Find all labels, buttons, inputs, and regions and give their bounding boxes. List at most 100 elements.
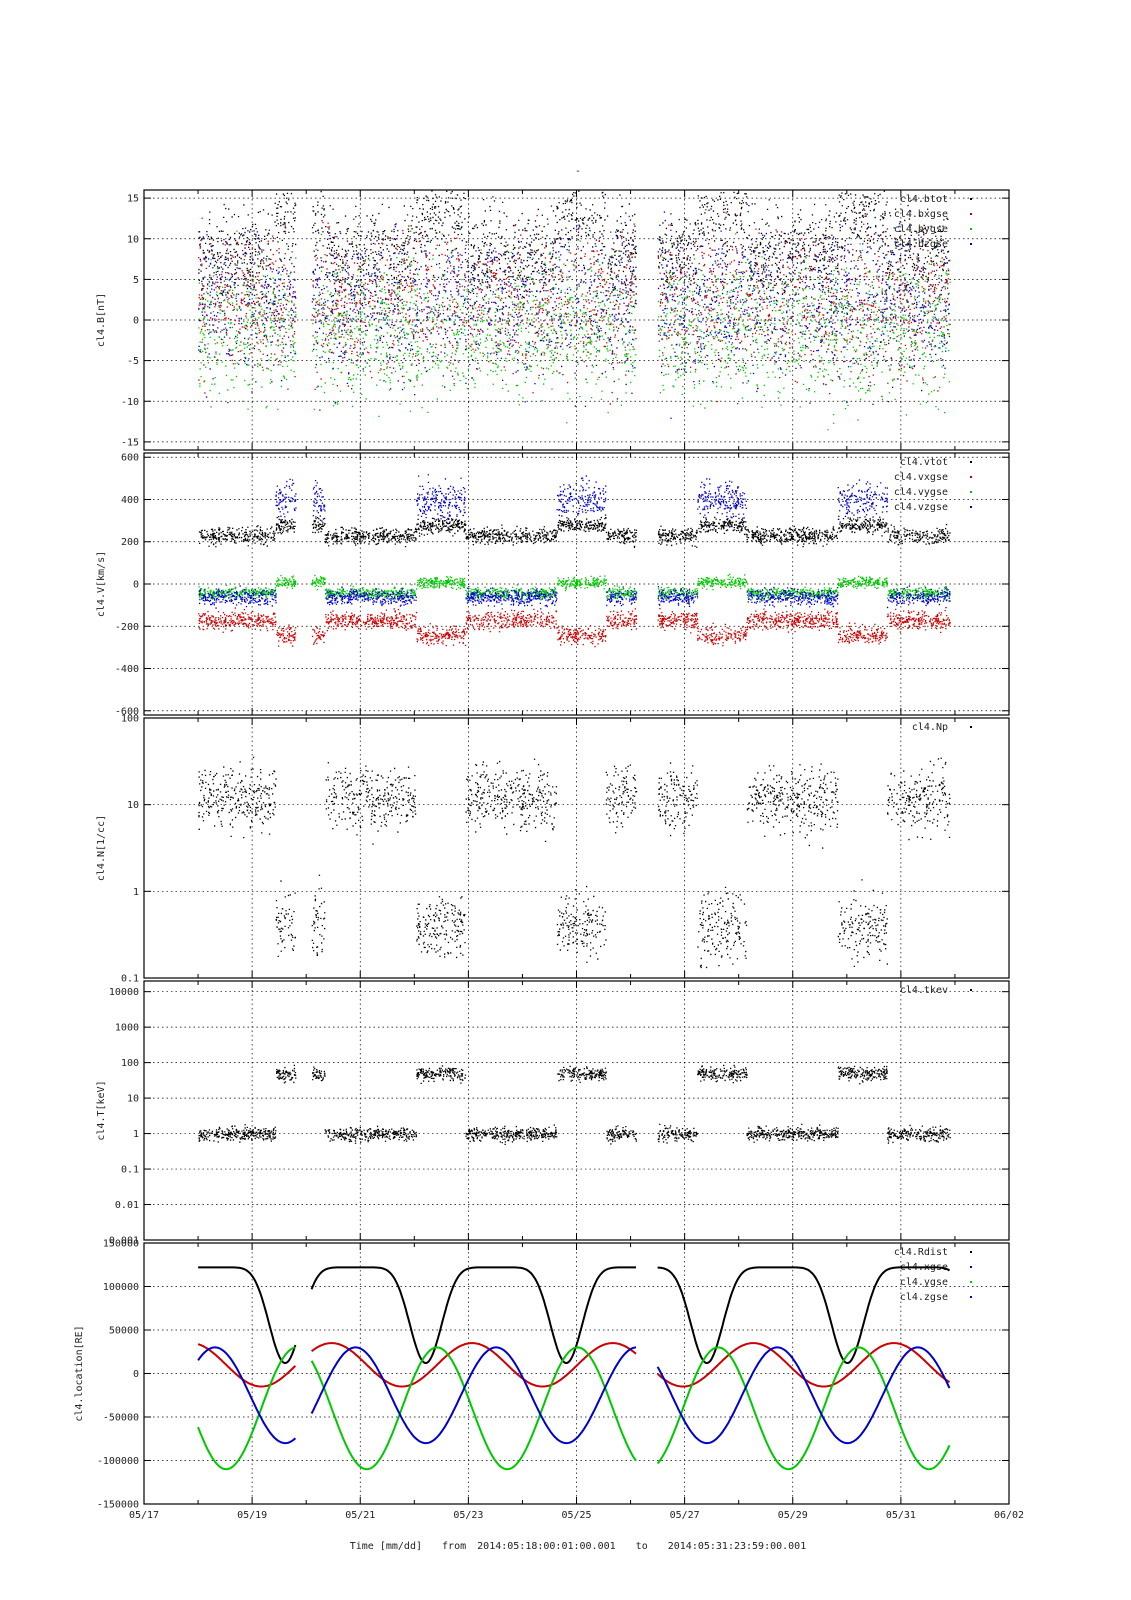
y-axis-label: cl4.N[1/cc] xyxy=(96,815,107,881)
y-tick-label: -10 xyxy=(121,397,139,408)
y-tick-label: 400 xyxy=(121,495,139,506)
y-tick-label: 1000 xyxy=(115,1023,139,1034)
y-tick-label: 10 xyxy=(127,234,139,245)
legend-marker xyxy=(970,1251,972,1253)
legend-marker xyxy=(970,506,972,508)
y-tick-label: -600 xyxy=(115,706,139,717)
legend-marker xyxy=(970,213,972,215)
legend-label: cl4.ygse xyxy=(900,1277,948,1288)
legend-label: cl4.zgse xyxy=(900,1292,948,1303)
data-points-000000 xyxy=(198,513,951,548)
y-tick-label: -150000 xyxy=(97,1500,139,1511)
legend-marker xyxy=(970,228,972,230)
legend-marker xyxy=(970,989,972,991)
y-tick-label: 100 xyxy=(121,1058,139,1069)
legend-label: cl4.bzgse xyxy=(894,239,948,250)
y-tick-label: 10000 xyxy=(109,987,139,998)
x-tick-label: 06/02 xyxy=(994,1510,1024,1521)
time-from-word: from xyxy=(442,1541,466,1552)
series-line-zgse xyxy=(197,1346,951,1445)
x-tick-label: 05/27 xyxy=(670,1510,700,1521)
legend-marker xyxy=(970,1266,972,1268)
y-tick-label: 10 xyxy=(127,1094,139,1105)
legend-marker xyxy=(970,198,972,200)
x-tick-label: 05/23 xyxy=(453,1510,483,1521)
legend-marker xyxy=(970,1296,972,1298)
time-end: 2014:05:31:23:59:00.001 xyxy=(668,1541,806,1552)
y-tick-label: -200 xyxy=(115,622,139,633)
y-tick-label: -15 xyxy=(121,437,139,448)
y-tick-label: 0.01 xyxy=(115,1200,139,1211)
x-tick-label: 05/31 xyxy=(886,1510,916,1521)
legend-label: cl4.tkev xyxy=(900,985,948,996)
figure-title: - xyxy=(575,166,581,177)
legend-label: cl4.vzgse xyxy=(894,502,948,513)
legend-label: cl4.vtot xyxy=(900,457,948,468)
y-tick-label: 15 xyxy=(127,194,139,205)
y-tick-label: 50000 xyxy=(109,1326,139,1337)
time-start: 2014:05:18:00:01:00.001 xyxy=(477,1541,615,1552)
legend-label: cl4.bxgse xyxy=(894,209,948,220)
x-axis-label-prefix: Time [mm/dd] xyxy=(350,1541,422,1552)
panel-density: 100 10 1 0.1 cl4.N[1/cc] cl4.Np xyxy=(96,714,1010,985)
y-tick-label: 200 xyxy=(121,537,139,548)
panel-temperature: 10000 1000 100 10 1 0.1 0.01 0.001 cl4.T[keV] cl4… xyxy=(96,980,1010,1247)
legend-label: cl4.Rdist xyxy=(894,1247,948,1258)
x-tick-label: 05/21 xyxy=(345,1510,375,1521)
plot-frame xyxy=(143,980,1010,1241)
y-axis-label: cl4.V[km/s] xyxy=(96,551,107,617)
panel-location: 150000 100000 50000 0 -50000 -100000 -150000 cl… xyxy=(74,1239,1010,1511)
legend-marker xyxy=(970,243,972,245)
y-tick-label: 0 xyxy=(133,580,139,591)
panel-magnetic-field: 15 10 5 0 -5 -10 -15 cl4.B[nT] cl4.btot cl4.bxgse… xyxy=(96,189,1010,451)
y-tick-label: 0.1 xyxy=(121,1165,139,1176)
panel-velocity: 600 400 200 0 -200 -400 -600 cl4.V[km/s] cl4.vto… xyxy=(96,452,1010,717)
y-tick-label: -400 xyxy=(115,664,139,675)
y-tick-label: 0 xyxy=(133,1369,139,1380)
data-points-00c800 xyxy=(198,230,951,431)
y-tick-label: -50000 xyxy=(103,1413,139,1424)
series-line-ygse xyxy=(197,1346,951,1471)
legend-label: cl4.Np xyxy=(912,722,948,733)
y-axis-label: cl4.T[keV] xyxy=(96,1080,107,1140)
data-points-0000cc xyxy=(199,474,951,610)
series-line-xgse xyxy=(197,1342,951,1388)
y-axis-label: cl4.B[nT] xyxy=(96,293,107,347)
legend-marker xyxy=(970,726,972,728)
y-tick-label: 10 xyxy=(127,800,139,811)
data-points-000000 xyxy=(198,756,951,969)
time-to-word: to xyxy=(636,1541,648,1552)
x-tick-labels: 05/17 05/19 05/21 05/23 05/25 05/27 05/29 05/31… xyxy=(129,1510,1024,1521)
series-line-rdist xyxy=(198,1266,951,1364)
y-tick-label: 1 xyxy=(133,1129,139,1140)
y-tick-label: 100000 xyxy=(103,1282,139,1293)
y-tick-label: 100 xyxy=(121,714,139,725)
legend-marker xyxy=(970,491,972,493)
legend-marker xyxy=(970,461,972,463)
legend-label: cl4.vygse xyxy=(894,487,948,498)
data-points-cc0000 xyxy=(198,607,951,648)
y-tick-label: 600 xyxy=(121,453,139,464)
y-tick-label: -100000 xyxy=(97,1456,139,1467)
y-axis-label: cl4.location[RE] xyxy=(74,1325,85,1421)
legend-marker xyxy=(970,1281,972,1283)
data-points-0000cc xyxy=(198,200,951,419)
x-tick-label: 05/25 xyxy=(561,1510,591,1521)
y-tick-label: -5 xyxy=(127,356,139,367)
x-tick-label: 05/29 xyxy=(778,1510,808,1521)
y-tick-label: 1 xyxy=(133,887,139,898)
data-points-00c800 xyxy=(198,573,951,602)
x-tick-label: 05/17 xyxy=(129,1510,159,1521)
legend-label: cl4.vxgse xyxy=(894,472,948,483)
y-tick-label: 5 xyxy=(133,275,139,286)
y-tick-label: 0 xyxy=(133,316,139,327)
legend-label: cl4.btot xyxy=(900,194,948,205)
y-tick-label: 0.1 xyxy=(121,974,139,985)
x-axis-label: Time [mm/dd] from 2014:05:18:00:01:00.00… xyxy=(350,1541,806,1552)
y-tick-label: 150000 xyxy=(103,1239,139,1250)
legend-marker xyxy=(970,476,972,478)
y-tick-label: 0.001 xyxy=(109,1236,139,1247)
data-points-000000 xyxy=(198,1064,951,1145)
x-tick-label: 05/19 xyxy=(237,1510,267,1521)
